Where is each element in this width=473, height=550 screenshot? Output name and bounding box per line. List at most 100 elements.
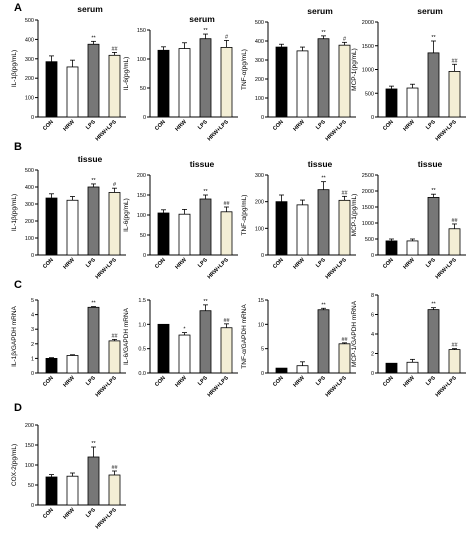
panel-6-bar-HRW+LPS [220, 211, 233, 256]
panel-11-xlabel-HRW: HRW [292, 375, 306, 389]
panel-7-ytick-label-0: 0 [261, 253, 264, 259]
panel-1-xlabel-CON: CON [42, 119, 55, 132]
panel-5-annotation-HRW+LPS: # [113, 182, 117, 188]
row-label-b: B [14, 141, 22, 153]
panel-2-bar-LPS [199, 38, 212, 118]
panel-12-bar-LPS [427, 309, 440, 374]
panel-4-bar-HRW [406, 87, 419, 118]
panel-12-annotation-LPS: ** [431, 302, 436, 308]
panel-13-ytick-label-2: 100 [25, 463, 34, 469]
panel-12-ytick-label-1: 2 [371, 352, 374, 358]
panel-5-ytick-label-4: 400 [25, 185, 34, 191]
panel-7-bar-HRW [296, 204, 309, 256]
panel-7-xlabel-LPS: LPS [315, 257, 327, 269]
panel-10-bar-HRW [178, 334, 191, 374]
panel-5-ytick-label-1: 100 [25, 236, 34, 242]
panel-11-bar-HRW+LPS [338, 343, 351, 374]
panel-11-annotation-HRW+LPS: ## [341, 337, 348, 343]
panel-8-xlabel-CON: CON [382, 257, 395, 270]
panel-11-bar-HRW [296, 365, 309, 374]
panel-13-bar-HRW+LPS [108, 474, 121, 506]
panel-6-ytick-label-0: 0 [143, 253, 146, 259]
panel-12-bar-CON [385, 362, 398, 374]
panel-11-ytick-label-3: 15 [258, 298, 264, 304]
panel-5-bar-HRW [66, 199, 79, 256]
panel-9-bar-HRW+LPS [108, 340, 121, 374]
panel-13-bar-HRW [66, 475, 79, 506]
panel-3-bar-HRW [296, 50, 309, 118]
panel-13-ytick-label-0: 0 [31, 503, 34, 509]
panel-13-annotation-LPS: ** [91, 441, 96, 447]
panel-2-annotation-LPS: ** [203, 28, 208, 34]
panel-9-annotation-LPS: ** [91, 301, 96, 307]
panel-9-xlabel-HRW: HRW [62, 375, 76, 389]
panel-4-ytick-label-3: 1500 [362, 44, 374, 50]
panel-7-title: tissue [308, 159, 333, 169]
panel-9-ytick-label-1: 1 [31, 356, 34, 362]
panel-3-bar-HRW+LPS [338, 44, 351, 118]
panel-1-ytick-label-5: 500 [25, 18, 34, 24]
panel-1-annotation-HRW+LPS: ## [111, 46, 118, 52]
panel-7-annotation-HRW+LPS: ## [341, 190, 348, 196]
panel-13-xlabel-HRW+LPS: HRW+LPS [95, 507, 119, 531]
panel-9-ytick-label-2: 2 [31, 342, 34, 348]
panel-3-xlabel-HRW+LPS: HRW+LPS [325, 119, 349, 143]
panel-5-ytick-label-5: 500 [25, 168, 34, 174]
panel-6-ytick-label-2: 100 [137, 213, 146, 219]
panel-3-ytick-label-3: 300 [255, 58, 264, 64]
panel-3-title: serum [307, 6, 333, 16]
panel-2-ytick-label-3: 150 [137, 28, 146, 34]
panel-3-ytick-label-4: 400 [255, 39, 264, 45]
panel-3-ytick-label-0: 0 [261, 115, 264, 121]
panel-6-ylabel: IL-6(pg/mL) [123, 198, 130, 232]
panel-6-ytick-label-3: 150 [137, 193, 146, 199]
panel-5-xlabel-HRW+LPS: HRW+LPS [95, 257, 119, 281]
panel-6-xlabel-HRW+LPS: HRW+LPS [207, 257, 231, 281]
row-label-c: C [14, 279, 22, 291]
panel-6-bar-HRW [178, 213, 191, 256]
panel-11-ylabel: TNF-α/GAPDH mRNA [241, 304, 248, 369]
panel-10-ytick-label-2: 1.0 [138, 322, 146, 328]
panel-9-bar-LPS [87, 306, 100, 374]
panel-4-xlabel-LPS: LPS [425, 119, 437, 131]
panel-1-xlabel-HRW: HRW [62, 119, 76, 133]
panel-12-xlabel-HRW+LPS: HRW+LPS [435, 375, 459, 399]
panel-9-ytick-label-3: 3 [31, 327, 34, 333]
panel-4-bar-LPS [427, 52, 440, 118]
panel-2-ytick-label-0: 0 [143, 115, 146, 121]
panel-4-annotation-LPS: ** [431, 35, 436, 41]
panel-7-xlabel-HRW: HRW [292, 257, 306, 271]
panel-13-ytick-label-4: 200 [25, 423, 34, 429]
panel-12-ytick-label-4: 8 [371, 293, 374, 299]
panel-5-xlabel-CON: CON [42, 257, 55, 270]
panel-3-xlabel-HRW: HRW [292, 119, 306, 133]
panel-6-ytick-label-1: 50 [140, 233, 146, 239]
panel-12-xlabel-HRW: HRW [402, 375, 416, 389]
panel-2-ylabel: IL-6(pg/mL) [123, 57, 130, 91]
panel-3-bar-LPS [317, 38, 330, 118]
panel-6-xlabel-HRW: HRW [174, 257, 188, 271]
panel-3-ytick-label-5: 500 [255, 20, 264, 26]
panel-2-xlabel-LPS: LPS [197, 119, 209, 131]
panel-8-xlabel-HRW: HRW [402, 257, 416, 271]
panel-9-xlabel-LPS: LPS [85, 375, 97, 387]
panel-7-xlabel-CON: CON [272, 257, 285, 270]
panel-10-bar-HRW+LPS [220, 327, 233, 374]
panel-8-ylabel: MCP-1(pg/mL) [351, 194, 358, 237]
panel-12-bar-HRW+LPS [448, 349, 461, 374]
panel-2-ytick-label-1: 50 [140, 86, 146, 92]
panel-8-ytick-label-4: 2000 [362, 189, 374, 195]
panel-4-annotation-HRW+LPS: ## [451, 58, 458, 64]
panel-8-xlabel-LPS: LPS [425, 257, 437, 269]
panel-1-ytick-label-3: 300 [25, 57, 34, 63]
panel-9-bar-HRW [66, 355, 79, 374]
panel-2-xlabel-CON: CON [154, 119, 167, 132]
panel-12-annotation-HRW+LPS: ## [451, 343, 458, 349]
panel-13-ylabel: COX-2(pg/mL) [11, 444, 18, 486]
row-label-a: A [14, 2, 22, 14]
panel-5-bar-CON [45, 197, 58, 256]
panel-1-ytick-label-1: 100 [25, 96, 34, 102]
panel-11-xlabel-CON: CON [272, 375, 285, 388]
panel-11-xlabel-HRW+LPS: HRW+LPS [325, 375, 349, 399]
panel-8-ytick-label-0: 0 [371, 253, 374, 259]
